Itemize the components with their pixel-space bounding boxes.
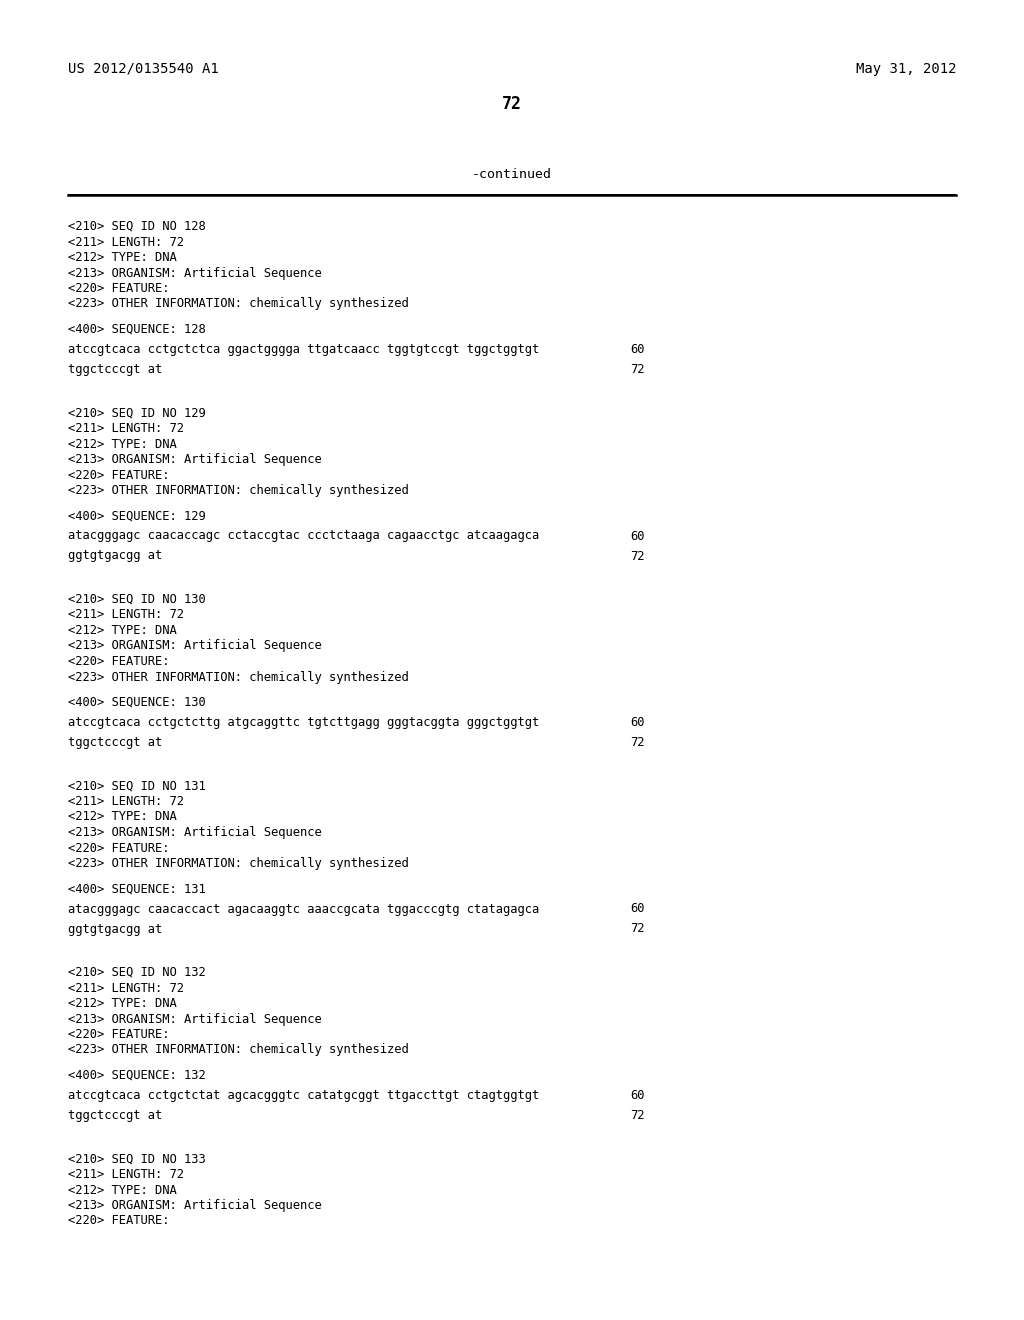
Text: atacgggagc caacaccagc cctaccgtac ccctctaaga cagaacctgc atcaagagca: atacgggagc caacaccagc cctaccgtac ccctcta… — [68, 529, 540, 543]
Text: ggtgtgacgg at: ggtgtgacgg at — [68, 549, 162, 562]
Text: <223> OTHER INFORMATION: chemically synthesized: <223> OTHER INFORMATION: chemically synt… — [68, 484, 409, 498]
Text: <223> OTHER INFORMATION: chemically synthesized: <223> OTHER INFORMATION: chemically synt… — [68, 1044, 409, 1056]
Text: <213> ORGANISM: Artificial Sequence: <213> ORGANISM: Artificial Sequence — [68, 639, 322, 652]
Text: -continued: -continued — [472, 168, 552, 181]
Text: <400> SEQUENCE: 129: <400> SEQUENCE: 129 — [68, 510, 206, 523]
Text: <212> TYPE: DNA: <212> TYPE: DNA — [68, 1184, 177, 1196]
Text: tggctcccgt at: tggctcccgt at — [68, 737, 162, 748]
Text: <210> SEQ ID NO 128: <210> SEQ ID NO 128 — [68, 220, 206, 234]
Text: <211> LENGTH: 72: <211> LENGTH: 72 — [68, 982, 184, 994]
Text: <210> SEQ ID NO 133: <210> SEQ ID NO 133 — [68, 1152, 206, 1166]
Text: 72: 72 — [630, 363, 644, 376]
Text: <212> TYPE: DNA: <212> TYPE: DNA — [68, 624, 177, 638]
Text: 72: 72 — [630, 549, 644, 562]
Text: <223> OTHER INFORMATION: chemically synthesized: <223> OTHER INFORMATION: chemically synt… — [68, 857, 409, 870]
Text: tggctcccgt at: tggctcccgt at — [68, 363, 162, 376]
Text: <211> LENGTH: 72: <211> LENGTH: 72 — [68, 1168, 184, 1181]
Text: <210> SEQ ID NO 130: <210> SEQ ID NO 130 — [68, 593, 206, 606]
Text: <212> TYPE: DNA: <212> TYPE: DNA — [68, 997, 177, 1010]
Text: May 31, 2012: May 31, 2012 — [855, 62, 956, 77]
Text: <213> ORGANISM: Artificial Sequence: <213> ORGANISM: Artificial Sequence — [68, 826, 322, 840]
Text: atccgtcaca cctgctcttg atgcaggttc tgtcttgagg gggtacggta gggctggtgt: atccgtcaca cctgctcttg atgcaggttc tgtcttg… — [68, 715, 540, 729]
Text: <210> SEQ ID NO 132: <210> SEQ ID NO 132 — [68, 966, 206, 979]
Text: 60: 60 — [630, 715, 644, 729]
Text: <211> LENGTH: 72: <211> LENGTH: 72 — [68, 235, 184, 248]
Text: <210> SEQ ID NO 131: <210> SEQ ID NO 131 — [68, 780, 206, 792]
Text: <210> SEQ ID NO 129: <210> SEQ ID NO 129 — [68, 407, 206, 420]
Text: <213> ORGANISM: Artificial Sequence: <213> ORGANISM: Artificial Sequence — [68, 1012, 322, 1026]
Text: <211> LENGTH: 72: <211> LENGTH: 72 — [68, 795, 184, 808]
Text: 72: 72 — [630, 1109, 644, 1122]
Text: <220> FEATURE:: <220> FEATURE: — [68, 655, 170, 668]
Text: <212> TYPE: DNA: <212> TYPE: DNA — [68, 251, 177, 264]
Text: atccgtcaca cctgctctat agcacgggtc catatgcggt ttgaccttgt ctagtggtgt: atccgtcaca cctgctctat agcacgggtc catatgc… — [68, 1089, 540, 1102]
Text: 60: 60 — [630, 903, 644, 916]
Text: US 2012/0135540 A1: US 2012/0135540 A1 — [68, 62, 219, 77]
Text: <220> FEATURE:: <220> FEATURE: — [68, 469, 170, 482]
Text: <400> SEQUENCE: 130: <400> SEQUENCE: 130 — [68, 696, 206, 709]
Text: 72: 72 — [502, 95, 522, 114]
Text: <212> TYPE: DNA: <212> TYPE: DNA — [68, 437, 177, 450]
Text: tggctcccgt at: tggctcccgt at — [68, 1109, 162, 1122]
Text: <213> ORGANISM: Artificial Sequence: <213> ORGANISM: Artificial Sequence — [68, 453, 322, 466]
Text: atacgggagc caacaccact agacaaggtc aaaccgcata tggacccgtg ctatagagca: atacgggagc caacaccact agacaaggtc aaaccgc… — [68, 903, 540, 916]
Text: <220> FEATURE:: <220> FEATURE: — [68, 1214, 170, 1228]
Text: 72: 72 — [630, 923, 644, 936]
Text: atccgtcaca cctgctctca ggactgggga ttgatcaacc tggtgtccgt tggctggtgt: atccgtcaca cctgctctca ggactgggga ttgatca… — [68, 343, 540, 356]
Text: <211> LENGTH: 72: <211> LENGTH: 72 — [68, 609, 184, 622]
Text: <213> ORGANISM: Artificial Sequence: <213> ORGANISM: Artificial Sequence — [68, 1199, 322, 1212]
Text: ggtgtgacgg at: ggtgtgacgg at — [68, 923, 162, 936]
Text: 60: 60 — [630, 1089, 644, 1102]
Text: <212> TYPE: DNA: <212> TYPE: DNA — [68, 810, 177, 824]
Text: 60: 60 — [630, 343, 644, 356]
Text: <400> SEQUENCE: 128: <400> SEQUENCE: 128 — [68, 323, 206, 337]
Text: <220> FEATURE:: <220> FEATURE: — [68, 282, 170, 294]
Text: <220> FEATURE:: <220> FEATURE: — [68, 842, 170, 854]
Text: 72: 72 — [630, 737, 644, 748]
Text: <213> ORGANISM: Artificial Sequence: <213> ORGANISM: Artificial Sequence — [68, 267, 322, 280]
Text: <220> FEATURE:: <220> FEATURE: — [68, 1028, 170, 1041]
Text: <400> SEQUENCE: 131: <400> SEQUENCE: 131 — [68, 883, 206, 895]
Text: <223> OTHER INFORMATION: chemically synthesized: <223> OTHER INFORMATION: chemically synt… — [68, 671, 409, 684]
Text: <211> LENGTH: 72: <211> LENGTH: 72 — [68, 422, 184, 436]
Text: <400> SEQUENCE: 132: <400> SEQUENCE: 132 — [68, 1069, 206, 1082]
Text: <223> OTHER INFORMATION: chemically synthesized: <223> OTHER INFORMATION: chemically synt… — [68, 297, 409, 310]
Text: 60: 60 — [630, 529, 644, 543]
